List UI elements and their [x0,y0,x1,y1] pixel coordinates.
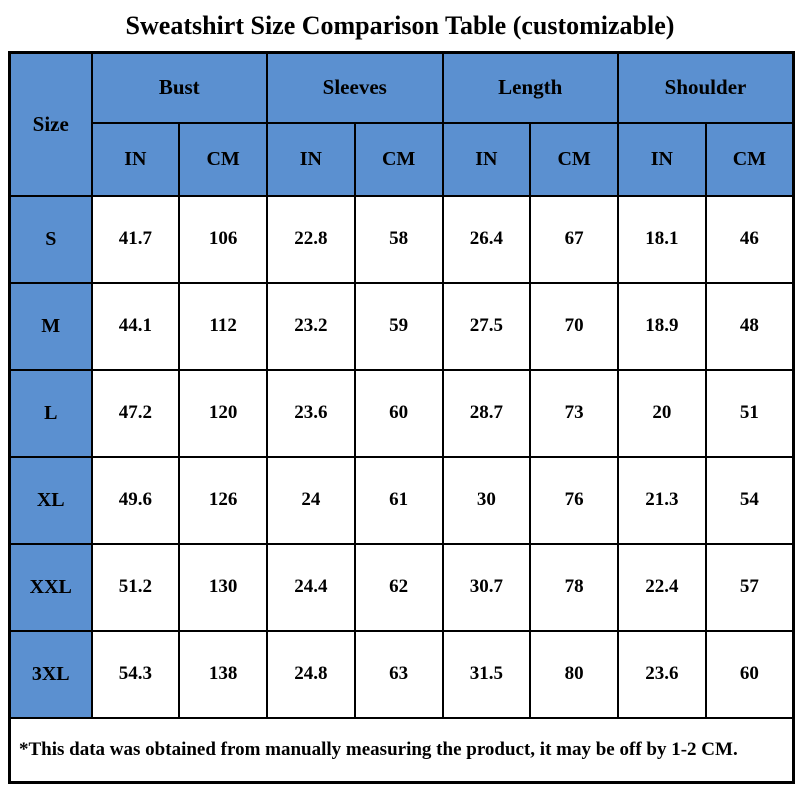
data-cell: 18.1 [617,194,707,284]
data-cell: 73 [529,368,619,458]
data-cell: 31.5 [441,629,532,719]
data-cell: 44.1 [90,281,181,371]
data-cell: 67 [529,194,619,284]
data-cell: 23.6 [617,629,707,719]
data-cell: 54.3 [90,629,181,719]
data-cell: 112 [178,281,268,371]
unit-header-row: IN CM IN CM IN CM IN CM [10,121,795,197]
table-footer: *This data was obtained from manually me… [8,716,795,784]
table-row: 3XL 54.3 138 24.8 63 31.5 80 23.6 60 [8,629,795,719]
unit-header-bust-in: IN [90,121,181,197]
data-cell: 27.5 [441,281,532,371]
data-cell: 30.7 [441,542,532,632]
unit-header-sleeves-cm: CM [353,121,444,197]
data-cell: 61 [353,455,444,545]
size-comparison-table: Size Bust Sleeves Length Shoulder IN CM … [8,51,795,784]
group-header-length: Length [441,51,619,124]
footnote-text: *This data was obtained from manually me… [8,716,795,784]
unit-header-length-in: IN [441,121,532,197]
data-cell: 70 [529,281,619,371]
unit-header-shoulder-cm: CM [704,121,795,197]
data-cell: 24 [266,455,356,545]
group-header-sleeves: Sleeves [266,51,444,124]
data-cell: 48 [704,281,795,371]
data-cell: 130 [178,542,268,632]
size-cell: XL [8,455,93,545]
group-header-shoulder: Shoulder [617,51,795,124]
table-body: S 41.7 106 22.8 58 26.4 67 18.1 46 M 44.1 112 23.2 59… [8,194,795,719]
data-cell: 138 [178,629,268,719]
data-cell: 26.4 [441,194,532,284]
data-cell: 23.2 [266,281,356,371]
data-cell: 22.4 [617,542,707,632]
data-cell: 62 [353,542,444,632]
table-row: XL 49.6 126 24 61 30 76 21.3 54 [8,455,795,545]
table-row: S 41.7 106 22.8 58 26.4 67 18.1 46 [8,194,795,284]
group-header-bust: Bust [90,51,268,124]
data-cell: 22.8 [266,194,356,284]
data-cell: 63 [353,629,444,719]
data-cell: 80 [529,629,619,719]
data-cell: 49.6 [90,455,181,545]
data-cell: 47.2 [90,368,181,458]
data-cell: 24.8 [266,629,356,719]
size-cell: 3XL [8,629,93,719]
size-cell: M [8,281,93,371]
unit-header-bust-cm: CM [178,121,268,197]
unit-header-sleeves-in: IN [266,121,356,197]
size-cell: XXL [8,542,93,632]
table-row: XXL 51.2 130 24.4 62 30.7 78 22.4 57 [8,542,795,632]
data-cell: 18.9 [617,281,707,371]
data-cell: 24.4 [266,542,356,632]
group-header-row: Size Bust Sleeves Length Shoulder [8,51,795,197]
data-cell: 106 [178,194,268,284]
data-cell: 51 [704,368,795,458]
data-cell: 54 [704,455,795,545]
unit-header-length-cm: CM [529,121,619,197]
data-cell: 59 [353,281,444,371]
data-cell: 23.6 [266,368,356,458]
data-cell: 60 [353,368,444,458]
data-cell: 126 [178,455,268,545]
data-cell: 76 [529,455,619,545]
data-cell: 20 [617,368,707,458]
data-cell: 58 [353,194,444,284]
size-cell: L [8,368,93,458]
table-row: L 47.2 120 23.6 60 28.7 73 20 51 [8,368,795,458]
data-cell: 41.7 [90,194,181,284]
page-title: Sweatshirt Size Comparison Table (custom… [125,11,675,40]
data-cell: 51.2 [90,542,181,632]
data-cell: 78 [529,542,619,632]
data-cell: 28.7 [441,368,532,458]
data-cell: 57 [704,542,795,632]
corner-header-size: Size [8,51,93,197]
table-row: M 44.1 112 23.2 59 27.5 70 18.9 48 [8,281,795,371]
table-header: Size Bust Sleeves Length Shoulder IN CM … [8,51,795,197]
size-cell: S [8,194,93,284]
data-cell: 21.3 [617,455,707,545]
unit-header-shoulder-in: IN [617,121,707,197]
data-cell: 60 [704,629,795,719]
data-cell: 120 [178,368,268,458]
data-cell: 30 [441,455,532,545]
data-cell: 46 [704,194,795,284]
footnote-row: *This data was obtained from manually me… [8,716,795,784]
